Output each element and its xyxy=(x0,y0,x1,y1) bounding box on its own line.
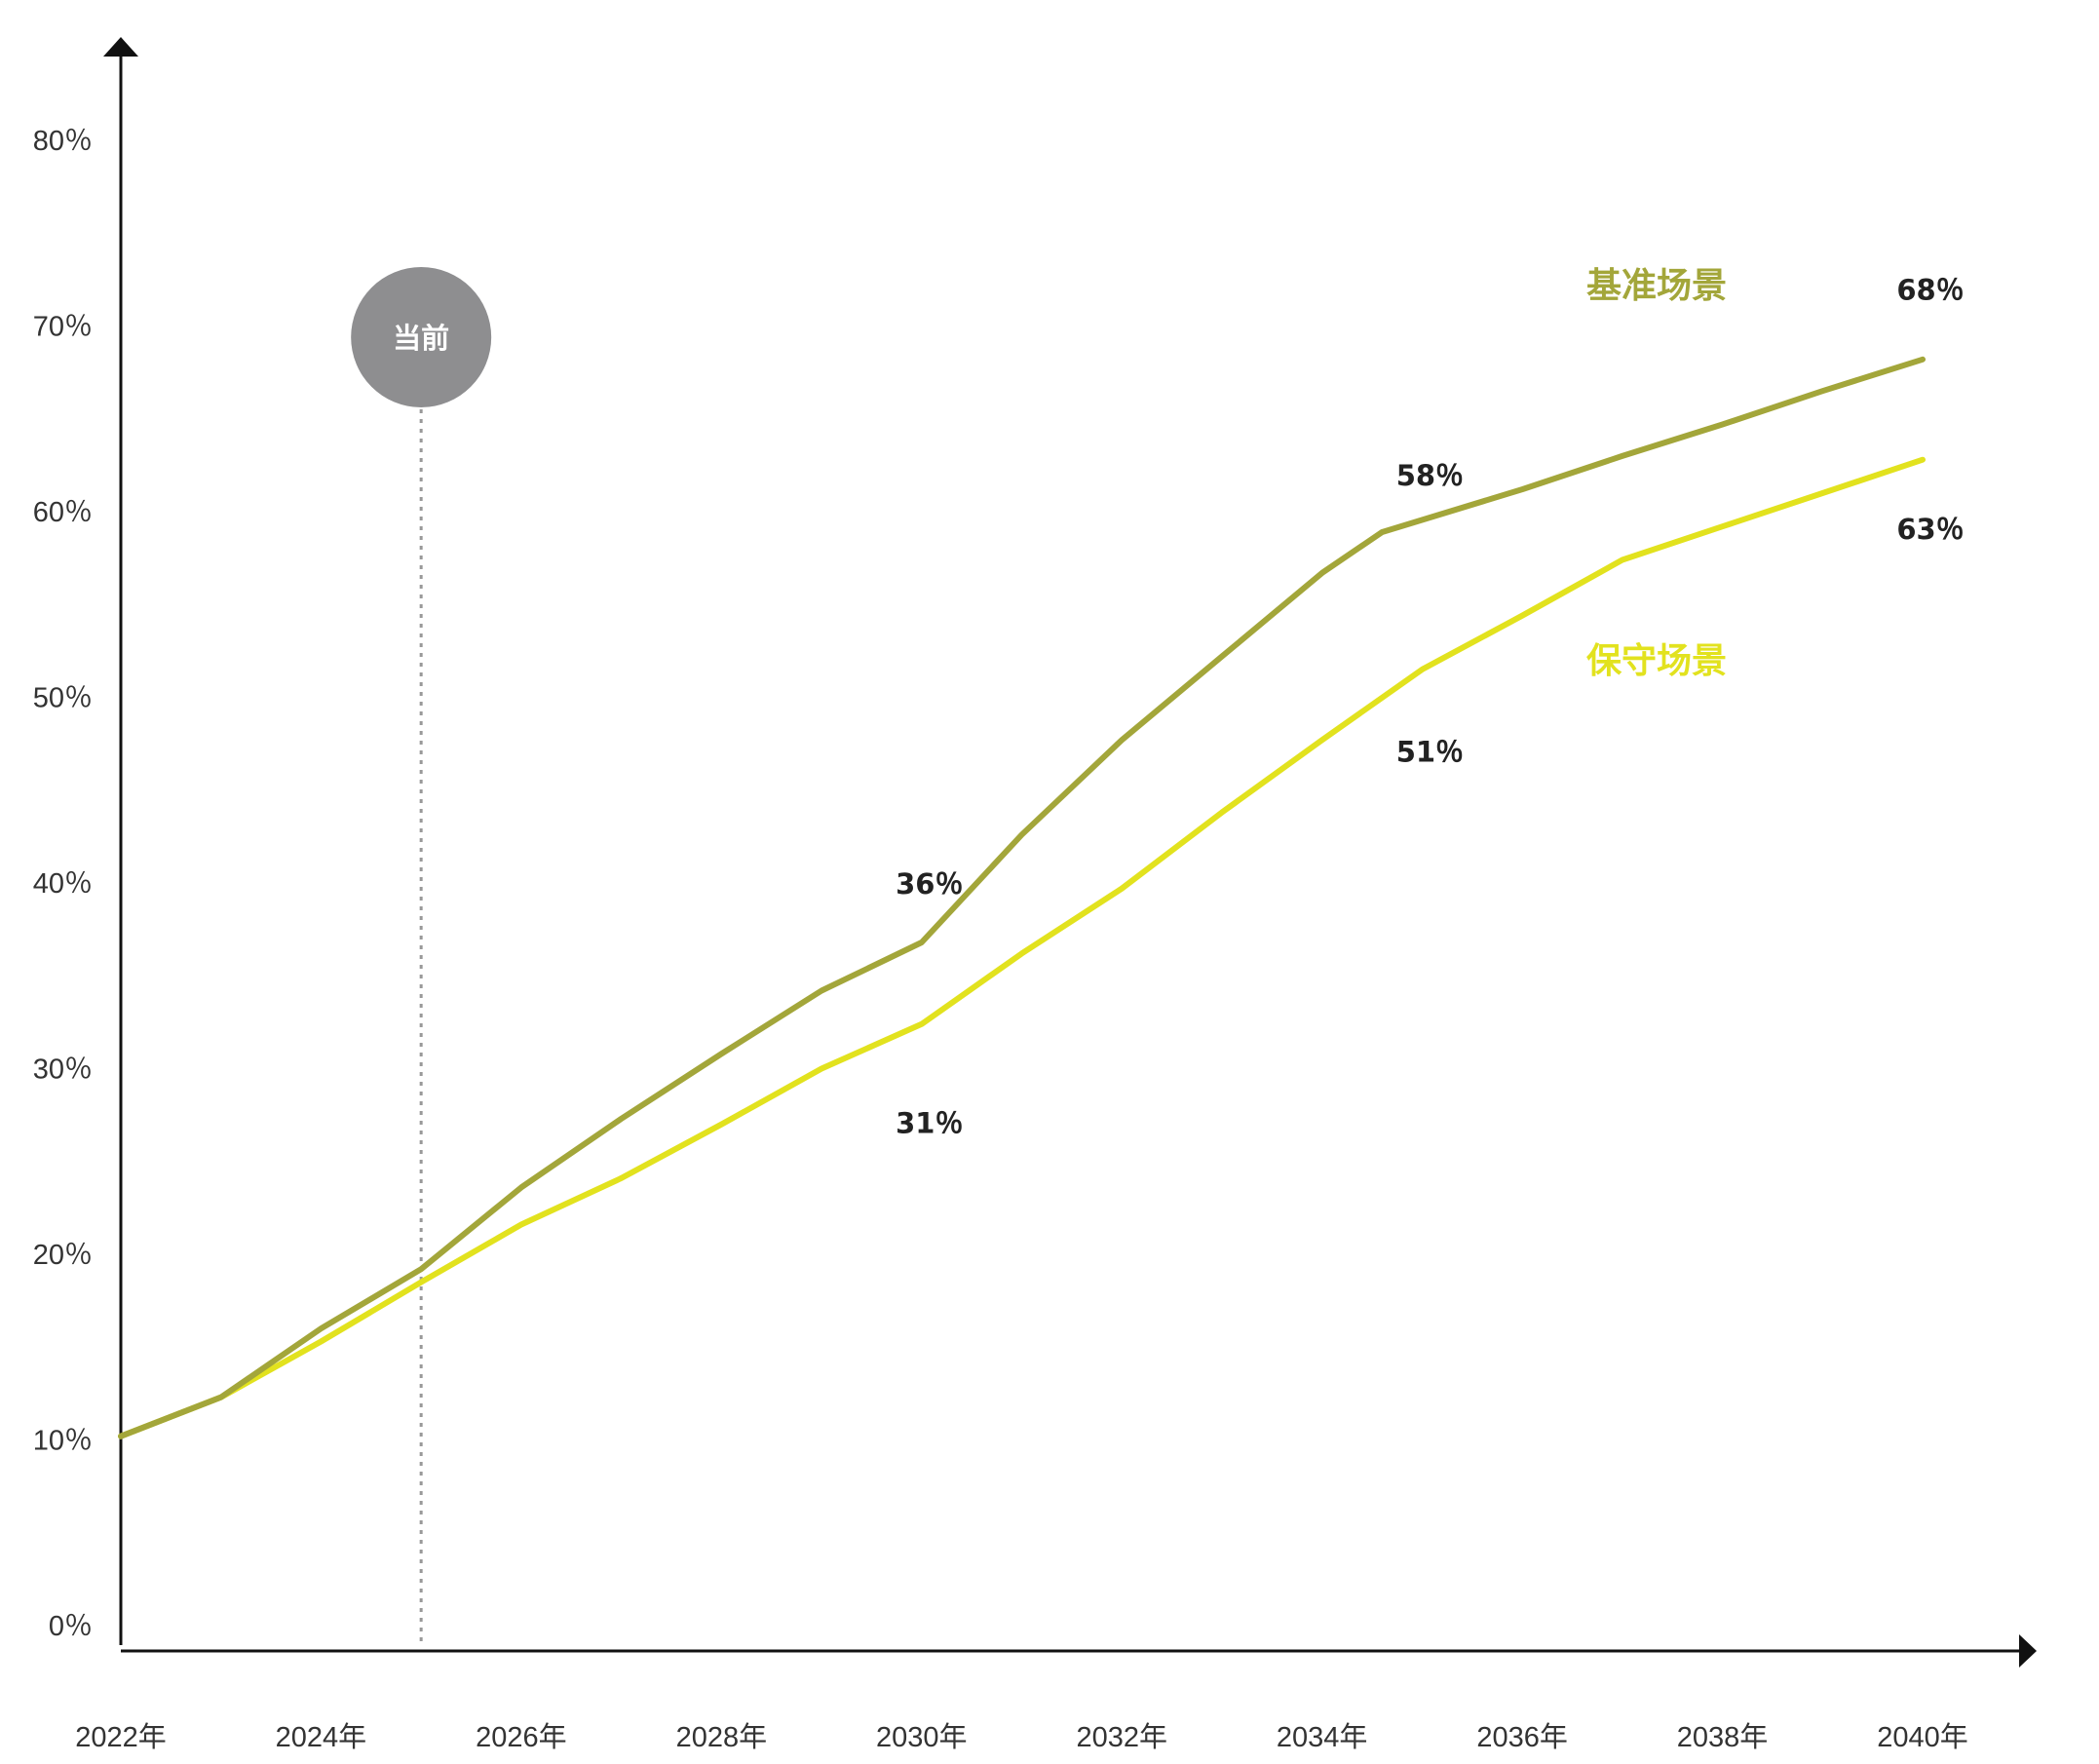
y-tick-label: 50％ xyxy=(33,683,93,714)
series-line-1 xyxy=(118,456,1926,1439)
x-axis: 2022年 2024年 2026年 2028年 2030年 2032年 2034年 2036年… xyxy=(75,1634,2037,1753)
y-tick-label: 60％ xyxy=(33,497,93,528)
y-tick-label: 30％ xyxy=(33,1055,93,1086)
x-tick-label: 2040年 xyxy=(1877,1721,1968,1753)
x-tick-label: 2034年 xyxy=(1277,1721,1368,1753)
x-tick-label: 2022年 xyxy=(75,1721,167,1753)
data-label: 31％ xyxy=(896,1106,963,1139)
x-tick-label: 2038年 xyxy=(1677,1721,1769,1753)
legend-item-conservative: 保守场景 xyxy=(1586,641,1727,681)
y-tick-label: 20％ xyxy=(33,1240,93,1271)
data-label: 58％ xyxy=(1396,459,1464,492)
legend-item-baseline: 基准场景 xyxy=(1586,266,1727,306)
data-label: 36％ xyxy=(896,867,963,901)
y-tick-label: 70％ xyxy=(33,312,93,343)
y-tick-label: 0％ xyxy=(49,1611,93,1642)
data-label: 63％ xyxy=(1896,513,1964,546)
x-tick-label: 2028年 xyxy=(676,1721,768,1753)
y-tick-label: 10％ xyxy=(33,1426,93,1457)
series-line-0 xyxy=(118,356,1926,1439)
x-tick-label: 2024年 xyxy=(276,1721,367,1753)
x-tick-label: 2030年 xyxy=(876,1721,968,1753)
y-tick-labels: 0％ 10％ 20％ 30％ 40％ 50％ 60％ 70％ 80％ xyxy=(33,126,93,1642)
data-label: 51％ xyxy=(1396,735,1464,768)
y-axis-arrow-icon xyxy=(103,37,138,57)
legend: 基准场景 保守场景 xyxy=(1586,266,1727,681)
y-tick-label: 40％ xyxy=(33,868,93,900)
data-labels: 36％ 58％ 68％ 31％ 51％ 63％ xyxy=(896,274,1965,1140)
current-marker-badge xyxy=(351,267,492,407)
current-marker-label: 当前 xyxy=(393,322,449,355)
x-tick-label: 2032年 xyxy=(1076,1721,1167,1753)
x-tick-label: 2026年 xyxy=(476,1721,567,1753)
current-marker: 当前 xyxy=(351,267,492,1645)
x-tick-labels: 2022年 2024年 2026年 2028年 2030年 2032年 2034年 2036年… xyxy=(75,1721,1968,1753)
y-tick-label: 80％ xyxy=(33,126,93,157)
data-label: 68％ xyxy=(1896,274,1964,307)
y-axis: 0％ 10％ 20％ 30％ 40％ 50％ 60％ 70％ 80％ xyxy=(33,37,138,1645)
x-tick-label: 2036年 xyxy=(1476,1721,1568,1753)
x-axis-arrow-icon xyxy=(2019,1634,2037,1668)
series-lines xyxy=(118,356,1926,1439)
